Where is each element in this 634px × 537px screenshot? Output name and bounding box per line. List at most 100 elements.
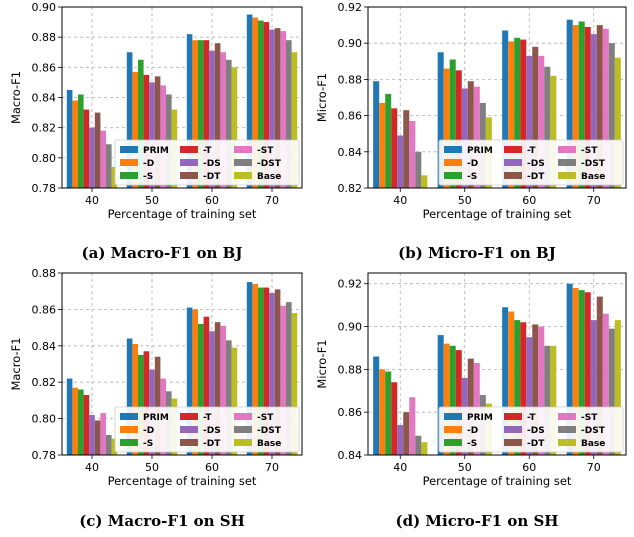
x-axis-label: Percentage of training set: [108, 207, 257, 221]
legend-label: Base: [581, 172, 605, 182]
legend-label: -DST: [257, 426, 282, 436]
bar-base-70: [614, 57, 621, 189]
y-axis-label: Macro-F1: [9, 71, 23, 124]
bar-minus-t-50: [455, 70, 462, 188]
y-tick-label: 0.78: [32, 182, 57, 195]
legend-label: -D: [467, 426, 478, 436]
legend-swatch: [180, 439, 198, 446]
bar-base-40: [421, 442, 428, 455]
bar-minus-t-50: [143, 351, 150, 455]
legend-swatch: [234, 146, 252, 153]
legend-label: -DS: [203, 426, 221, 436]
bar-minus-s-50: [449, 59, 456, 188]
legend-swatch: [234, 426, 252, 433]
bar-minus-dst-60: [544, 66, 551, 188]
bar-minus-t-60: [520, 322, 527, 455]
legend-swatch: [120, 426, 138, 433]
y-tick-label: 0.84: [32, 92, 57, 105]
legend-label: -D: [467, 159, 478, 169]
bar-minus-t-40: [391, 382, 398, 455]
legend-box: [438, 406, 624, 453]
bar-minus-t-70: [584, 26, 591, 188]
bar-minus-d-70: [252, 17, 258, 188]
bar-prim-60: [186, 307, 193, 455]
bar-prim-40: [373, 81, 380, 188]
legend-label: -DT: [203, 172, 221, 182]
y-tick-label: 0.80: [32, 413, 57, 426]
y-tick-label: 0.82: [338, 182, 363, 195]
legend-label: -D: [143, 159, 154, 169]
y-tick-label: 0.88: [32, 31, 57, 44]
bar-minus-d-50: [443, 68, 450, 188]
legend-swatch: [558, 426, 576, 433]
bar-prim-60: [502, 307, 509, 455]
bar-minus-dt-70: [596, 25, 603, 188]
bar-minus-dt-50: [467, 81, 474, 188]
bar-minus-dst-60: [544, 345, 551, 455]
bar-minus-s-40: [78, 94, 84, 188]
bar-minus-t-50: [455, 350, 462, 455]
bar-minus-s-70: [578, 290, 585, 455]
legend-label: -DST: [257, 159, 282, 169]
bar-minus-ds-40: [89, 127, 95, 188]
x-tick-label: 60: [205, 461, 219, 474]
bar-minus-d-60: [508, 41, 515, 188]
y-axis-label: Micro-F1: [315, 73, 329, 122]
bar-minus-t-60: [203, 40, 210, 188]
bar-minus-d-70: [572, 25, 579, 188]
bar-minus-dst-60: [226, 340, 232, 455]
panel-caption: (d) Micro-F1 on SH: [396, 512, 559, 530]
x-tick-label: 70: [587, 461, 601, 474]
bar-minus-ds-60: [209, 331, 215, 455]
legend-swatch: [504, 439, 522, 446]
plot-frame: [367, 6, 627, 189]
chart-panel-4: 0.84 0.86 0.88 0.90 0.92 40 50 60 70 Percentage o…: [315, 272, 627, 530]
y-tick-label: 0.90: [338, 321, 363, 334]
panel-caption: (c) Macro-F1 on SH: [79, 512, 245, 530]
chart-panel-3: 0.78 0.80 0.82 0.84 0.86 0.88 40 50 60 70 Percenta…: [9, 267, 303, 530]
legend-swatch: [120, 439, 138, 446]
bar-minus-dt-40: [94, 420, 101, 455]
legend-swatch: [504, 159, 522, 166]
bar-prim-50: [437, 52, 444, 188]
legend-swatch: [180, 172, 198, 179]
bar-minus-dst-40: [415, 435, 422, 455]
legend-label: PRIM: [467, 413, 493, 423]
x-axis-label: Percentage of training set: [108, 474, 257, 488]
plot-frame: [367, 272, 627, 456]
bar-minus-st-50: [473, 86, 480, 188]
bar-minus-dst-70: [608, 328, 615, 455]
bar-minus-t-70: [263, 287, 270, 455]
bar-base-70: [291, 313, 298, 455]
bar-minus-dt-60: [532, 46, 539, 188]
y-axis-label: Macro-F1: [9, 337, 23, 390]
legend-swatch: [558, 146, 576, 153]
legend-swatch: [234, 172, 252, 179]
bar-minus-dt-50: [154, 356, 161, 455]
bar-minus-dt-40: [94, 112, 101, 188]
legend-label: -S: [143, 172, 153, 182]
y-tick-label: 0.82: [32, 122, 57, 135]
legend-swatch: [504, 413, 522, 420]
legend-label: PRIM: [467, 146, 493, 156]
bar-minus-s-40: [385, 371, 392, 455]
bar-minus-dt-40: [403, 110, 410, 188]
legend-swatch: [558, 172, 576, 179]
x-tick-label: 50: [458, 461, 472, 474]
legend-label: -ST: [257, 413, 274, 423]
y-tick-label: 0.90: [32, 1, 57, 14]
bar-minus-st-70: [602, 28, 609, 188]
bar-minus-st-50: [160, 85, 166, 188]
legend-swatch: [180, 426, 198, 433]
legend-swatch: [444, 146, 462, 153]
bar-base-40: [111, 438, 118, 455]
y-tick-label: 0.88: [338, 363, 363, 376]
bar-minus-dst-70: [608, 43, 615, 189]
bar-minus-d-60: [192, 309, 198, 455]
legend-swatch: [120, 146, 138, 153]
bar-base-60: [550, 345, 557, 455]
bar-base-60: [550, 75, 557, 188]
bar-minus-s-50: [138, 354, 144, 455]
legend-label: -DS: [527, 426, 545, 436]
bar-base-60: [231, 67, 238, 188]
